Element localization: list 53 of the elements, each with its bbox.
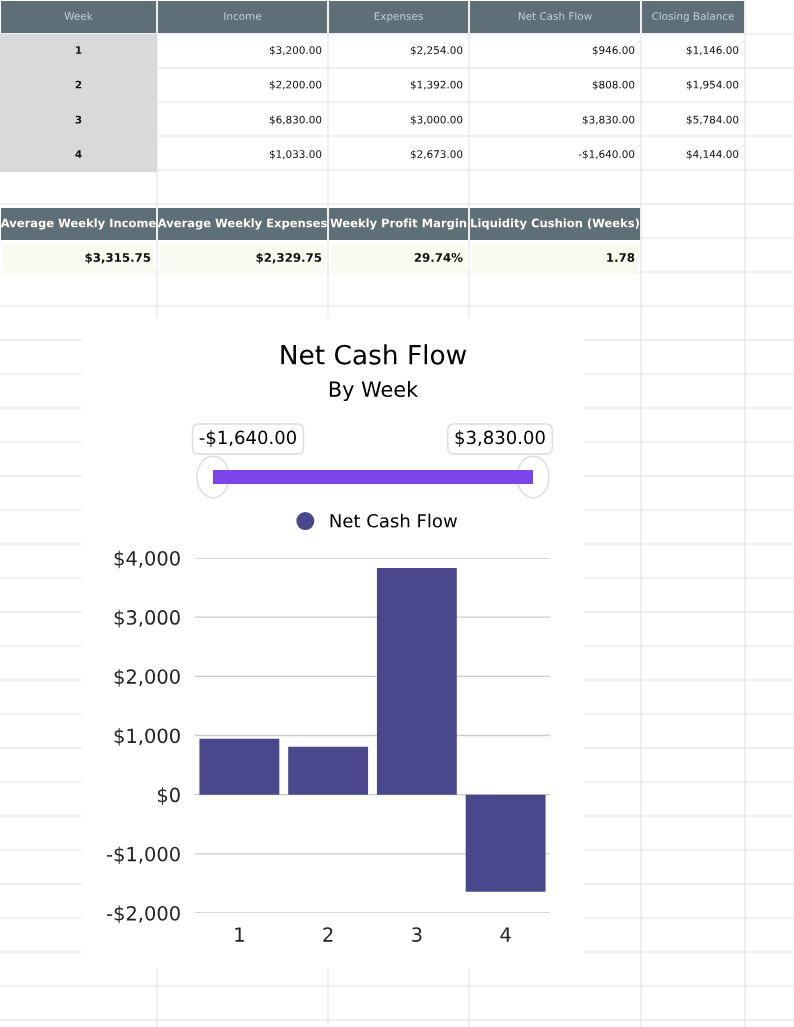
bar: [465, 794, 546, 892]
text: 1.78: [607, 253, 635, 262]
text: -$1,640.00: [199, 430, 296, 447]
x-tick-label: 4: [500, 927, 511, 942]
text: Week: [64, 11, 93, 21]
text: -$1,640.00: [578, 149, 635, 160]
text: $2,200.00: [269, 80, 322, 90]
text: Average Weekly Expenses: [157, 218, 327, 230]
legend-label: Net Cash Flow: [330, 513, 457, 528]
text: $4,144.00: [686, 149, 739, 160]
bar: [376, 568, 457, 795]
text: 3: [75, 115, 82, 124]
text: Weekly Profit Margin: [330, 218, 467, 230]
bar: [288, 746, 369, 795]
text: 2: [75, 80, 82, 89]
text: $3,830.00: [582, 115, 635, 125]
y-tick-label: $0: [157, 787, 180, 805]
y-tick-label: -$1,000: [107, 846, 180, 865]
text: $808.00: [592, 80, 635, 90]
text: $2,329.75: [256, 252, 322, 264]
text: 1: [76, 46, 82, 54]
text: $946.00: [592, 45, 635, 56]
chart-title: Net Cash Flow: [281, 344, 467, 365]
text: Income: [224, 12, 262, 21]
text: $1,954.00: [686, 80, 739, 90]
x-tick-label: 3: [412, 927, 422, 942]
text: $3,315.75: [85, 252, 151, 264]
y-tick-label: $1,000: [114, 728, 180, 746]
text: $6,830.00: [269, 115, 322, 125]
text: $1,392.00: [410, 80, 463, 90]
x-tick-label: 1: [235, 927, 244, 942]
text: $3,830.00: [455, 430, 545, 447]
text: Net Cash Flow: [518, 11, 592, 21]
y-tick-label: $3,000: [114, 609, 180, 628]
text: $1,146.00: [686, 45, 739, 56]
text: $3,200.00: [269, 45, 322, 56]
text: Closing Balance: [652, 11, 734, 23]
text: $3,000.00: [410, 115, 463, 125]
text: $1,033.00: [269, 149, 322, 160]
text: $2,673.00: [410, 149, 463, 160]
bar: [199, 738, 280, 795]
text: 29.74%: [414, 253, 463, 262]
y-tick-label: $2,000: [114, 668, 180, 687]
y-tick-label: $4,000: [114, 550, 180, 569]
chart-subtitle: By Week: [329, 380, 419, 402]
text: Expenses: [374, 12, 423, 23]
text: Average Weekly Income: [0, 218, 156, 230]
text: 4: [75, 150, 82, 158]
text: $5,784.00: [686, 115, 739, 125]
text: $2,254.00: [410, 45, 463, 56]
y-tick-label: -$2,000: [107, 905, 180, 924]
x-tick-label: 2: [323, 927, 333, 942]
text: Liquidity Cushion (Weeks): [471, 218, 639, 230]
